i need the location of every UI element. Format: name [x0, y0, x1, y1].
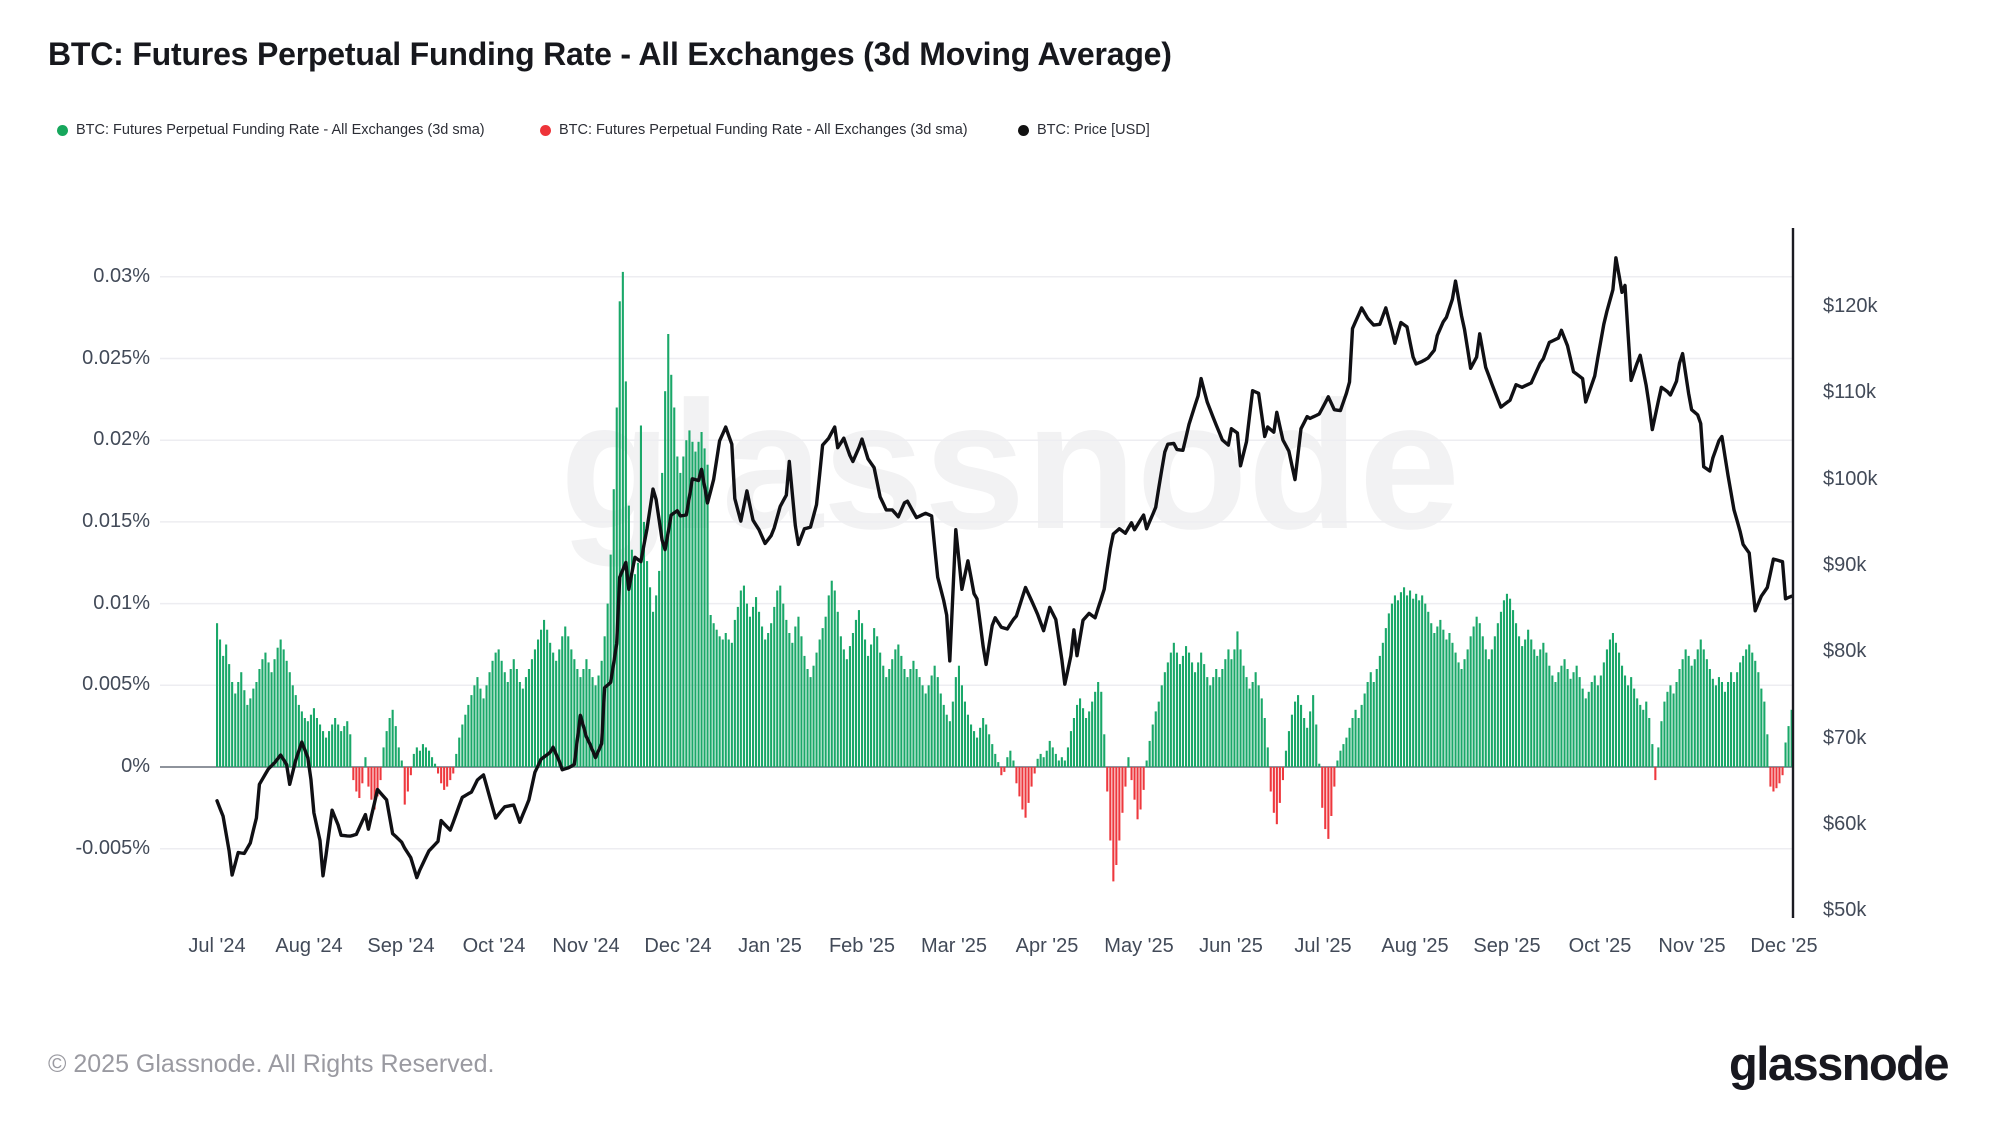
x-axis-tick: Mar '25 [920, 935, 988, 957]
x-axis-tick: Jan '25 [738, 935, 802, 957]
legend-dot-icon [1018, 124, 1029, 136]
left-axis-tick: 0.02% [93, 428, 150, 450]
x-axis-tick: Sep '25 [1473, 935, 1541, 957]
right-axis-tick: $100k [1823, 468, 1878, 490]
right-axis-tick: $70k [1823, 727, 1867, 749]
left-axis-tick: 0.03% [93, 265, 150, 287]
legend-item-1[interactable]: BTC: Futures Perpetual Funding Rate - Al… [540, 122, 968, 138]
left-axis-tick: 0.025% [82, 347, 150, 369]
legend-item-label: BTC: Futures Perpetual Funding Rate - Al… [76, 122, 485, 138]
legend-item-label: BTC: Price [USD] [1037, 122, 1150, 138]
page-title: BTC: Futures Perpetual Funding Rate - Al… [48, 36, 1172, 72]
legend-item-0[interactable]: BTC: Futures Perpetual Funding Rate - Al… [57, 122, 485, 138]
left-axis-tick: 0.005% [82, 673, 150, 695]
legend-item-label: BTC: Futures Perpetual Funding Rate - Al… [559, 122, 968, 138]
x-axis-tick: Apr '25 [1015, 935, 1079, 957]
legend-dot-icon [57, 124, 68, 136]
copyright-text: © 2025 Glassnode. All Rights Reserved. [48, 1050, 495, 1078]
right-axis-tick: $120k [1823, 295, 1878, 317]
left-axis-tick: 0.015% [82, 510, 150, 532]
x-axis-tick: May '25 [1104, 935, 1174, 957]
x-axis-tick: Dec '25 [1750, 935, 1818, 957]
x-axis-tick: Jul '25 [1294, 935, 1352, 957]
right-axis-tick: $110k [1823, 381, 1877, 403]
x-axis-tick: Aug '25 [1381, 935, 1449, 957]
x-axis-tick: Nov '25 [1658, 935, 1726, 957]
right-axis-tick: $80k [1823, 640, 1867, 662]
right-axis-tick: $60k [1823, 813, 1867, 835]
x-axis-tick: Feb '25 [828, 935, 896, 957]
x-axis-tick: Oct '25 [1568, 935, 1632, 957]
right-axis-tick: $90k [1823, 554, 1867, 576]
legend-item-2[interactable]: BTC: Price [USD] [1018, 122, 1150, 138]
glassnode-logo: glassnode [1729, 1037, 1949, 1090]
x-axis-tick: Aug '24 [275, 935, 343, 957]
x-axis-tick: Nov '24 [552, 935, 620, 957]
x-axis-tick: Jul '24 [188, 935, 246, 957]
left-axis-tick: -0.005% [75, 837, 151, 859]
funding-rate-bars[interactable] [216, 271, 1793, 882]
legend: BTC: Futures Perpetual Funding Rate - Al… [0, 122, 2000, 146]
right-axis-tick: $50k [1823, 899, 1867, 921]
left-axis-tick: 0.01% [93, 592, 150, 614]
legend-dot-icon [540, 124, 551, 136]
x-axis-tick: Oct '24 [462, 935, 526, 957]
x-axis-tick: Dec '24 [644, 935, 712, 957]
left-axis-tick: 0% [121, 755, 150, 777]
x-axis-tick: Jun '25 [1199, 935, 1263, 957]
btc-price-line[interactable] [215, 256, 1794, 880]
x-axis-tick: Sep '24 [367, 935, 435, 957]
